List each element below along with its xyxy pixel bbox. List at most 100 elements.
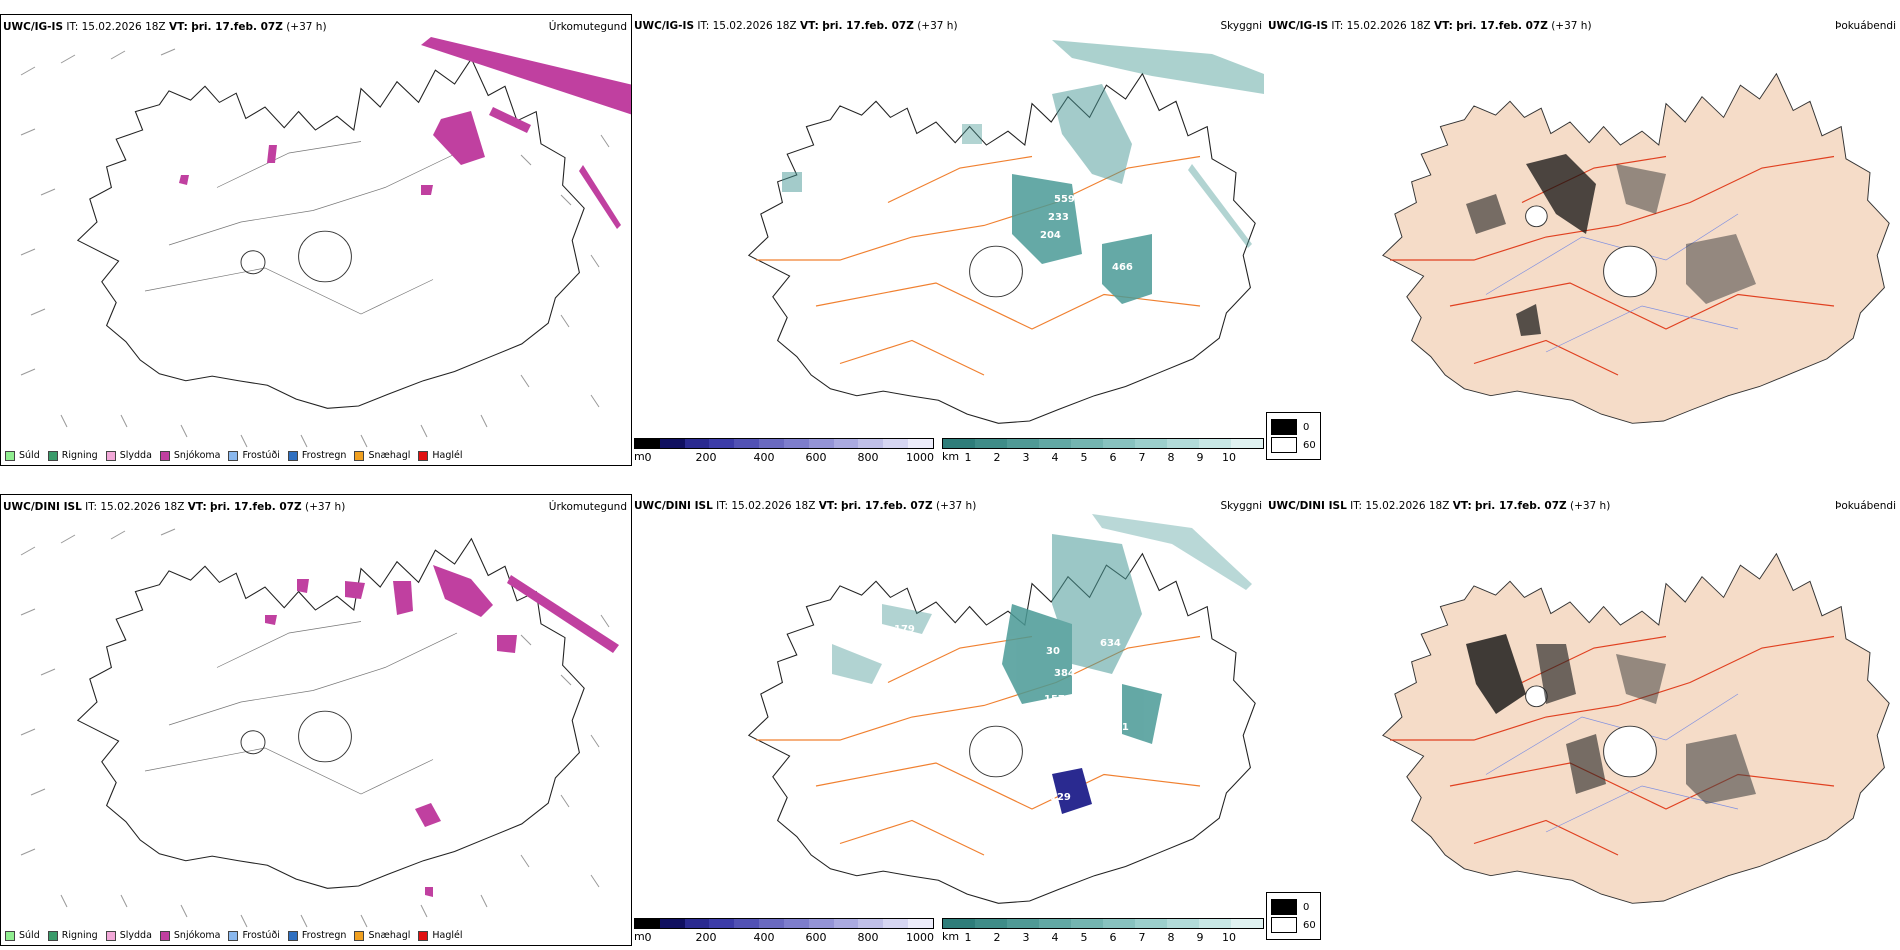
- vis-tick: 3: [1022, 931, 1030, 944]
- legend-label: Frostregn: [301, 930, 347, 941]
- legend-label: Frostúði: [242, 450, 280, 461]
- iceland-outline: [77, 538, 585, 889]
- vis-tick: 9: [1196, 931, 1204, 944]
- vt-label: VT:: [818, 500, 838, 512]
- legend-swatch: [159, 930, 170, 941]
- valid-time: þri. 17.feb. 07Z: [822, 20, 914, 32]
- iceland-land: [1382, 73, 1890, 424]
- vt-label: VT:: [168, 21, 188, 33]
- ceiling-label: 634: [1100, 638, 1121, 649]
- fog-legend-row: 0: [1271, 899, 1316, 915]
- legend-swatch: [105, 930, 116, 941]
- ptype-panel-row1: UWC/IG-IS IT: 15.02.2026 18Z VT: þri. 17…: [0, 14, 632, 466]
- vt-label: VT:: [1433, 20, 1453, 32]
- wind-barbs: [20, 48, 610, 448]
- init-time: 15.02.2026 18Z: [712, 20, 797, 32]
- legend-item: Snæhagl: [354, 450, 410, 461]
- legend-label: Rigning: [61, 450, 98, 461]
- vis-tick: 10: [1222, 931, 1236, 944]
- ceiling-label: 233: [1048, 212, 1069, 223]
- vis-tick: 5: [1080, 451, 1088, 464]
- it-label: IT:: [85, 501, 98, 513]
- init-time: 15.02.2026 18Z: [731, 500, 816, 512]
- ceiling-label: 466: [1112, 262, 1133, 273]
- legend-swatch: [228, 930, 239, 941]
- fog-legend-label: 60: [1303, 439, 1316, 451]
- legend-label: Frostúði: [242, 930, 280, 941]
- ceiling-tick: 400: [753, 931, 775, 944]
- ceiling-unit: m: [634, 450, 645, 463]
- init-time: 15.02.2026 18Z: [1365, 500, 1450, 512]
- ceiling-label: 30: [1046, 646, 1060, 657]
- vis-tick: 1: [964, 451, 972, 464]
- fog-index-field: [1466, 154, 1756, 336]
- legend-swatch: [47, 930, 58, 941]
- product-name: Þokuábendi: [1835, 20, 1896, 32]
- valid-time: þri. 17.feb. 07Z: [1456, 20, 1548, 32]
- it-label: IT:: [697, 20, 710, 32]
- ceiling-tick: 0: [644, 931, 652, 944]
- legend-label: Rigning: [61, 930, 98, 941]
- legend-swatch: [5, 450, 15, 461]
- fog-index-map: [1382, 73, 1890, 424]
- fog-panel-row1: UWC/IG-IS IT: 15.02.2026 18Z VT: þri. 17…: [1266, 14, 1900, 466]
- legend-label: Súld: [19, 930, 40, 941]
- legend-label: Snjókoma: [173, 450, 221, 461]
- lead-time: (+37 h): [286, 21, 327, 33]
- legend-swatch: [287, 930, 298, 941]
- lead-time: (+37 h): [1569, 500, 1611, 512]
- visibility-map: 559 233 204 136 466 137: [748, 40, 1264, 424]
- legend-label: Súld: [19, 450, 40, 461]
- visibility-ticks: 1 2 3 4 5 6 7 8 9 10: [942, 931, 1264, 945]
- ptype-legend: Súld Rigning Slydda Snjókoma Frostúði Fr…: [5, 930, 463, 941]
- fog-swatch: [1271, 419, 1297, 435]
- ceiling-label: 292: [1114, 742, 1135, 753]
- snow-areas: [179, 37, 631, 229]
- legend-label: Slydda: [119, 930, 152, 941]
- ceiling-tick: 400: [753, 451, 775, 464]
- snow-areas: [265, 565, 619, 897]
- model-name: UWC/DINI ISL: [1268, 500, 1347, 512]
- fog-swatch: [1271, 437, 1297, 453]
- ceiling-label: 559: [1054, 194, 1075, 205]
- low-visibility-areas: [832, 514, 1252, 744]
- ceiling-labels: 559 233 204 136 466 137: [952, 166, 1133, 273]
- legend-item: Snæhagl: [354, 930, 410, 941]
- vis-tick: 6: [1109, 931, 1117, 944]
- vis-tick: 6: [1109, 451, 1117, 464]
- ptype-map: [20, 37, 631, 448]
- ceiling-labels: 179 634 30 384 157 471 129 292: [894, 624, 1135, 803]
- legend-item: Frostúði: [228, 450, 280, 461]
- ceiling-tick: 800: [857, 451, 879, 464]
- init-time: 15.02.2026 18Z: [81, 21, 166, 33]
- lead-time: (+37 h): [935, 500, 977, 512]
- ceiling-tick: 0: [644, 451, 652, 464]
- visibility-colorbar: km 1 2 3 4 5 6 7 8 9 10: [942, 918, 1264, 946]
- legend-label: Snjókoma: [173, 930, 221, 941]
- legend-swatch: [354, 450, 365, 461]
- vis-tick: 4: [1051, 931, 1059, 944]
- ceiling-label: 384: [1054, 668, 1075, 679]
- fog-index-legend: 0 60: [1266, 892, 1321, 940]
- ceiling-tick: 600: [805, 931, 827, 944]
- panel-header: UWC/DINI ISL IT: 15.02.2026 18Z VT: þri.…: [634, 500, 1262, 514]
- iceland-outline: [77, 58, 585, 409]
- ceiling-tick: 600: [805, 451, 827, 464]
- legend-swatch: [105, 450, 116, 461]
- ceiling-colorbar: m 0 200 400 600 800 1000: [634, 918, 934, 946]
- panel-header: UWC/IG-IS IT: 15.02.2026 18Z VT: þri. 17…: [3, 21, 627, 35]
- legend-item: Frostregn: [287, 450, 346, 461]
- ceiling-label: 129: [1050, 792, 1071, 803]
- ceiling-label: 136: [952, 236, 973, 247]
- legend-swatch: [159, 450, 170, 461]
- visibility-unit: km: [942, 450, 960, 463]
- vis-panel-row1: UWC/IG-IS IT: 15.02.2026 18Z VT: þri. 17…: [632, 14, 1266, 466]
- ceiling-low-area: [1052, 768, 1092, 814]
- vis-tick: 7: [1138, 451, 1146, 464]
- legend-item: Slydda: [105, 930, 152, 941]
- product-name: Úrkomutegund: [548, 501, 627, 513]
- fog-index-field: [1466, 634, 1756, 804]
- init-time: 15.02.2026 18Z: [100, 501, 185, 513]
- vis-tick: 8: [1167, 931, 1175, 944]
- model-name: UWC/IG-IS: [1268, 20, 1329, 32]
